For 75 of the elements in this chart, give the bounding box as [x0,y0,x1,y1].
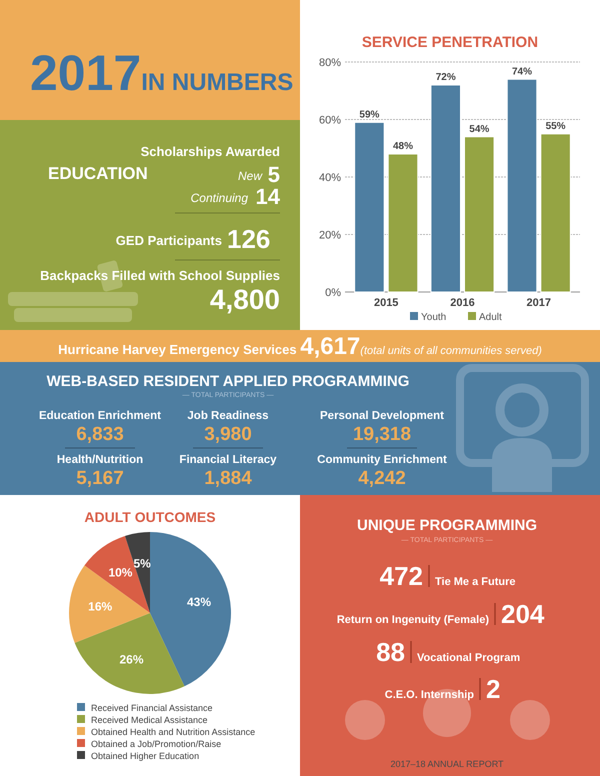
pie-slice [74,613,184,694]
legend-label: Youth [421,312,446,323]
y-tick-label: 80% [318,57,342,69]
data-label: 3,980 [204,424,252,445]
data-label: 54% [469,124,490,135]
category-label: Community Enrichment [317,454,448,466]
category-label: Continuing [190,191,248,205]
category-label: Education Enrichment [38,410,162,422]
category-label: Personal Development [320,410,444,422]
x-tick-label: 2017 [526,297,552,309]
pie-slice [150,532,231,686]
data-label: 204 [501,599,545,629]
x-tick-label: 2015 [374,297,398,309]
data-label: 19,318 [352,424,412,445]
text: EDUCATION [48,164,148,183]
text: WEB-BASED RESIDENT APPLIED PROGRAMMING [46,373,410,390]
data-label: 14 [256,184,281,209]
text: IN NUMBERS [141,69,294,96]
data-label: 43% [186,595,212,610]
text: (total units of all communities served) [360,345,542,357]
data-label: 2 [486,674,500,704]
text: 2017–18 ANNUAL REPORT [390,759,504,769]
text: Scholarships Awarded [140,144,280,159]
data-label: 72% [436,72,456,83]
data-label: 59% [359,109,380,120]
category-label: C.E.O. Internship [384,689,474,701]
data-label: 16% [88,600,113,614]
category-label: New [238,169,264,183]
bar [430,84,461,292]
category-label: GED Participants [116,233,222,248]
y-tick-label: 0% [325,287,342,299]
x-tick-label: 2016 [450,297,475,309]
chart-title: ADULT OUTCOMES [84,509,216,525]
data-label: 26% [119,652,144,667]
category-label: Return on Ingenuity (Female) [336,614,490,626]
y-tick-label: 20% [318,230,342,242]
legend-label: Obtained Health and Nutrition Assistance [91,727,256,737]
data-label: 5,167 [76,468,124,489]
data-label: 88 [376,637,405,667]
data-label: 4,800 [210,284,280,315]
data-label: 5 [268,162,280,187]
text: UNIQUE PROGRAMMING [357,517,537,534]
bar [464,136,495,292]
bar [354,122,385,292]
data-label: 10% [108,565,133,580]
data-label: 1,884 [204,468,252,489]
legend-label: Received Medical Assistance [91,715,208,725]
data-label: 4,242 [358,468,406,489]
legend-label: Adult [479,312,502,323]
data-label: 6,833 [76,424,124,445]
category-label: Tie Me a Future [435,576,516,588]
bar [540,133,571,292]
category-label: Health/Nutrition [56,454,144,466]
data-label: 55% [546,120,566,132]
pie-slice [84,536,150,613]
data-label: 48% [392,141,414,152]
data-label: 5% [133,556,152,570]
bar [506,78,538,292]
data-label: 472 [380,561,423,591]
y-tick-label: 40% [318,172,342,184]
legend-label: Received Financial Assistance [91,703,213,713]
category-label: Hurricane Harvey Emergency Services [58,342,300,357]
category-label: Vocational Program [417,652,520,664]
bar [388,154,418,292]
data-label: 4,617 [300,333,360,360]
legend-label: Obtained a Job/Promotion/Raise [91,739,222,749]
legend-label: Obtained Higher Education [91,751,200,761]
category-label: Job Readiness [187,410,269,422]
data-label: 74% [512,66,532,78]
category-label: Backpacks Filled with School Supplies [40,268,280,283]
category-label: Financial Literacy [179,454,278,466]
chart-title: SERVICE PENETRATION [362,34,538,51]
text: 2017 [30,45,142,101]
y-tick-label: 60% [318,114,342,126]
data-label: 126 [227,224,270,254]
